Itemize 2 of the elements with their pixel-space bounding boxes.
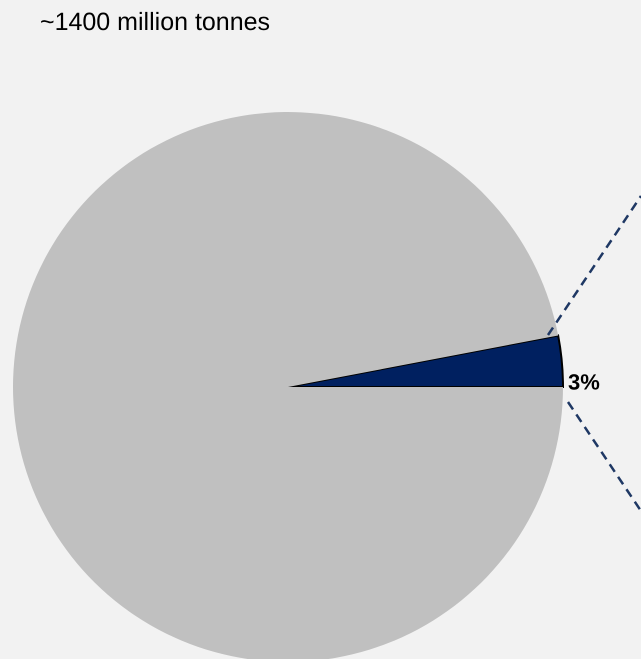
- chart-title: ~1400 million tonnes: [40, 8, 270, 37]
- data-label: 3%: [568, 370, 600, 394]
